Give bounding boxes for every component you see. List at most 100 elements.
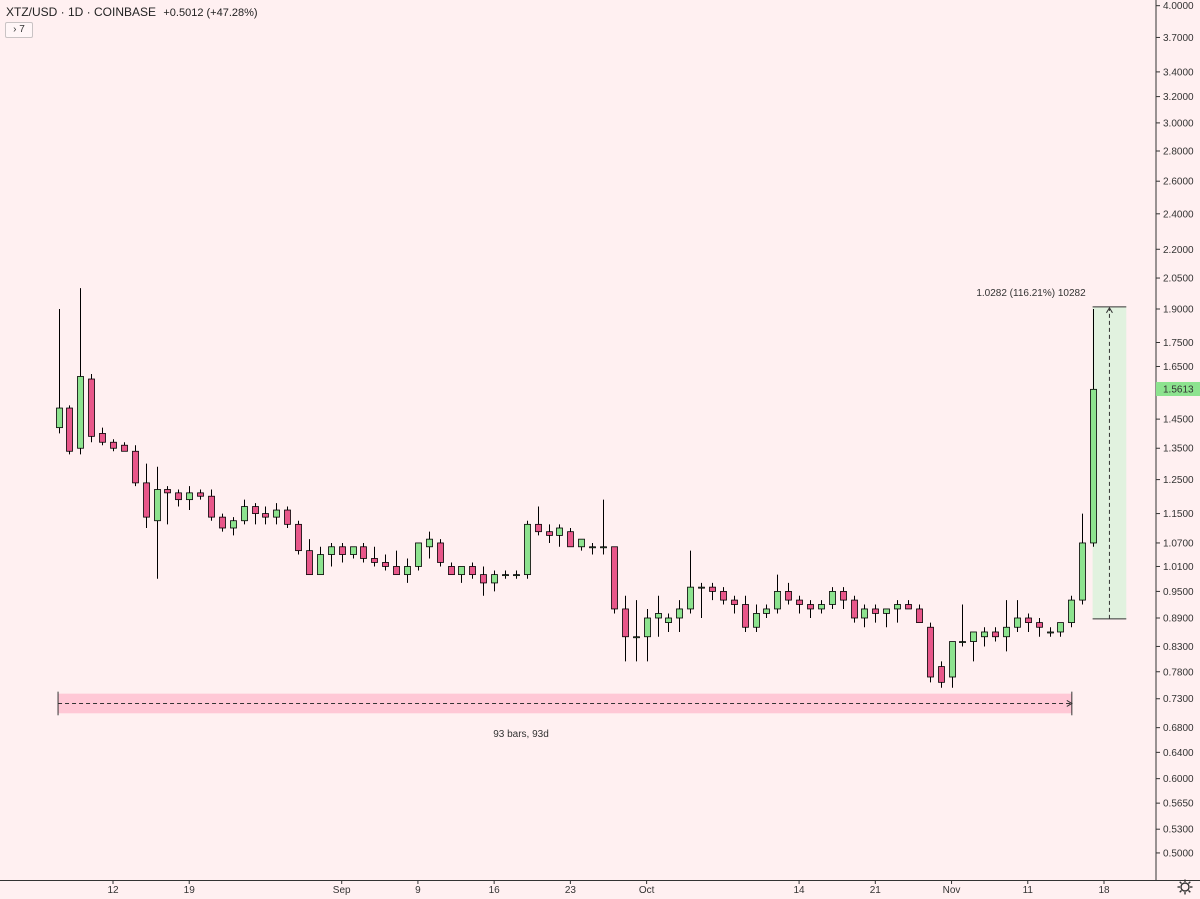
- candle: [927, 622, 934, 683]
- candle: [774, 574, 781, 614]
- candle-body-up: [1014, 617, 1021, 628]
- candle: [121, 442, 128, 452]
- candle-body-down: [88, 378, 95, 437]
- candle: [818, 600, 825, 614]
- candle-body-down: [1036, 622, 1043, 628]
- candle-body-up: [633, 636, 640, 639]
- candle: [992, 627, 999, 642]
- candle: [698, 582, 705, 618]
- candle: [1068, 595, 1075, 628]
- candle-body-down: [905, 604, 912, 610]
- price-tick-label: 0.8900: [1163, 614, 1194, 625]
- candle: [186, 486, 193, 511]
- candle-body-up: [883, 608, 890, 614]
- price-tick-label: 1.7500: [1163, 338, 1194, 349]
- candle: [578, 538, 585, 551]
- candle: [328, 542, 335, 567]
- price-tick-label: 0.7800: [1163, 667, 1194, 678]
- price-tick-label: 1.9000: [1163, 305, 1194, 316]
- candle-body-up: [328, 546, 335, 555]
- candle-body-down: [807, 604, 814, 610]
- symbol-label[interactable]: XTZ/USD · 1D · COINBASE: [6, 5, 157, 19]
- candle-body-up: [426, 538, 433, 548]
- last-price-label: 1.5613: [1163, 384, 1194, 395]
- candle-body-up: [774, 591, 781, 610]
- candle: [1090, 309, 1097, 547]
- time-tick-label: 16: [489, 885, 501, 896]
- time-tick-label: 23: [565, 885, 577, 896]
- candle-body-up: [1003, 626, 1010, 638]
- price-tick-label: 1.0700: [1163, 538, 1194, 549]
- candle: [655, 595, 662, 637]
- candle-body-up: [556, 527, 563, 536]
- candle: [959, 604, 966, 647]
- price-tick-label: 0.8300: [1163, 642, 1194, 653]
- measure-label: 1.0282 (116.21%) 10282: [976, 288, 1086, 299]
- candle-body-up: [665, 617, 672, 624]
- candle-body-up: [1068, 599, 1075, 624]
- candle: [143, 463, 150, 528]
- candle-body-down: [219, 516, 226, 529]
- candle-body-up: [317, 554, 324, 576]
- candle-body-up: [894, 604, 901, 610]
- candle: [339, 542, 346, 563]
- price-tick-label: 0.5300: [1163, 825, 1194, 836]
- candle-body-down: [916, 608, 923, 624]
- candle: [883, 608, 890, 628]
- price-change: +0.5012 (+47.28%): [163, 7, 258, 19]
- candle-body-up: [676, 608, 683, 619]
- date-range-tool: [57, 691, 1073, 716]
- price-tick-label: 4.0000: [1163, 1, 1194, 12]
- price-range-tool: [1092, 306, 1127, 620]
- candle-body-down: [110, 441, 117, 449]
- price-tick-label: 3.0000: [1163, 118, 1194, 129]
- price-tick-label: 1.3500: [1163, 444, 1194, 455]
- candle-body-up: [186, 492, 193, 501]
- candle: [1025, 613, 1032, 632]
- price-tick-label: 1.1500: [1163, 509, 1194, 520]
- candle: [491, 570, 498, 592]
- candle: [785, 582, 792, 605]
- indicators-toggle[interactable]: › 7: [5, 22, 33, 38]
- candle-body-down: [546, 531, 553, 536]
- candle-body-down: [851, 599, 858, 619]
- candle: [905, 600, 912, 610]
- price-tick-label: 2.2000: [1163, 245, 1194, 256]
- candle-body-down: [992, 631, 999, 638]
- candle-body-down: [480, 574, 487, 584]
- candle-body-up: [589, 546, 596, 549]
- candle: [350, 546, 357, 559]
- candle: [753, 604, 760, 632]
- candle-body-up: [818, 604, 825, 610]
- candle: [458, 566, 465, 583]
- candle-body-up: [698, 586, 705, 589]
- candle: [829, 587, 836, 609]
- candle: [1003, 600, 1010, 652]
- candle-body-down: [622, 608, 629, 638]
- candle: [110, 439, 117, 452]
- candle-body-down: [66, 407, 73, 452]
- candle-body-up: [970, 631, 977, 642]
- candle: [524, 520, 531, 579]
- candle-body-up: [959, 641, 966, 643]
- price-tick-label: 0.7300: [1163, 694, 1194, 705]
- price-tick-label: 0.6400: [1163, 748, 1194, 759]
- candle: [840, 587, 847, 609]
- candle: [916, 604, 923, 624]
- time-tick-label: 21: [870, 885, 882, 896]
- candle-body-down: [360, 546, 367, 559]
- candle-body-down: [785, 591, 792, 601]
- candle-body-down: [252, 506, 259, 514]
- candle-body-down: [393, 566, 400, 576]
- candle-body-up: [1057, 622, 1064, 633]
- candle: [611, 546, 618, 614]
- candle: [306, 539, 313, 576]
- candle: [382, 554, 389, 571]
- candle-body-up: [655, 613, 662, 619]
- candle-body-up: [1047, 631, 1054, 634]
- time-tick-label: 9: [415, 885, 421, 896]
- settings-gear-icon[interactable]: [1176, 878, 1194, 896]
- price-axis: 4.0000 3.7000 3.4000 3.2000 3.0000 2.8000 2.60…: [1156, 1, 1200, 859]
- candle: [252, 503, 259, 525]
